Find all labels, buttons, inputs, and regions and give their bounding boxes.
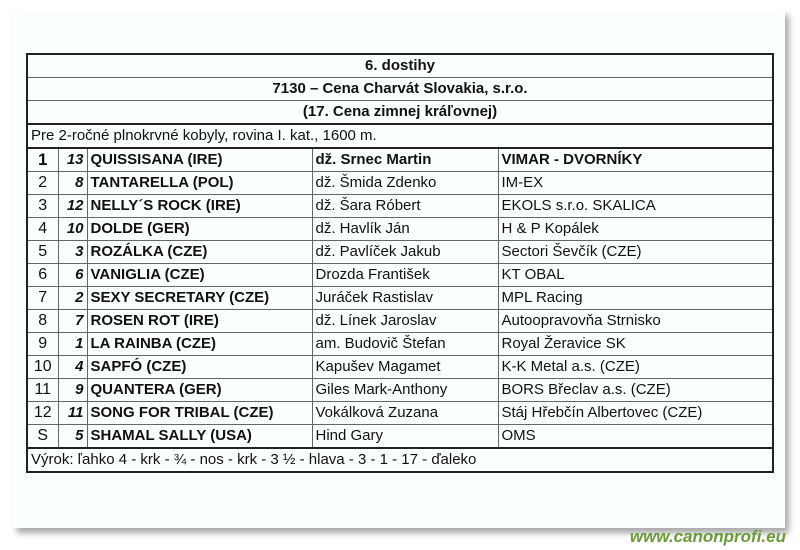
jockey-cell: am. Budovič Štefan <box>311 332 499 356</box>
horse-cell: DOLDE (GER) <box>86 217 313 241</box>
horse-cell: LA RAINBA (CZE) <box>86 332 313 356</box>
jockey-cell: dž. Srnec Martin <box>311 147 499 172</box>
jockey-cell: Juráček Rastislav <box>311 286 499 310</box>
jockey-cell: dž. Havlík Ján <box>311 217 499 241</box>
table-row: 1 13 QUISSISANA (IRE) dž. Srnec Martin VIMAR… <box>26 147 774 172</box>
race-results-table: 6. dostihy 7130 – Cena Charvát Slovakia,… <box>26 53 774 473</box>
race-subtitle: (17. Cena zimnej kráľovnej) <box>26 100 774 125</box>
owner-cell: H & P Kopálek <box>497 217 774 241</box>
jockey-cell: dž. Pavlíček Jakub <box>311 240 499 264</box>
horse-cell: NELLY´S ROCK (IRE) <box>86 194 313 218</box>
horse-cell: ROSEN ROT (IRE) <box>86 309 313 333</box>
watermark: www.canonprofi.eu <box>629 527 786 546</box>
position-cell: 9 <box>26 332 59 356</box>
jockey-cell: dž. Šara Róbert <box>311 194 499 218</box>
position-cell: S <box>26 424 59 449</box>
horse-cell: VANIGLIA (CZE) <box>86 263 313 287</box>
jockey-cell: Giles Mark-Anthony <box>311 378 499 402</box>
number-cell: 2 <box>57 286 88 310</box>
owner-cell: K-K Metal a.s. (CZE) <box>497 355 774 379</box>
position-cell: 5 <box>26 240 59 264</box>
number-cell: 12 <box>57 194 88 218</box>
jockey-cell: Hind Gary <box>311 424 499 449</box>
owner-cell: EKOLS s.r.o. SKALICA <box>497 194 774 218</box>
race-title: 7130 – Cena Charvát Slovakia, s.r.o. <box>26 77 774 101</box>
table-row: S 5 SHAMAL SALLY (USA) Hind Gary OMS <box>26 424 774 449</box>
horse-cell: TANTARELLA (POL) <box>86 171 313 195</box>
table-row: 2 8 TANTARELLA (POL) dž. Šmida Zdenko IM-EX <box>26 171 774 195</box>
number-cell: 13 <box>57 147 88 172</box>
position-cell: 6 <box>26 263 59 287</box>
race-conditions: Pre 2-ročné plnokrvné kobyly, rovina I. … <box>26 123 774 149</box>
number-cell: 3 <box>57 240 88 264</box>
horse-cell: SONG FOR TRIBAL (CZE) <box>86 401 313 425</box>
number-cell: 5 <box>57 424 88 449</box>
table-row: 10 4 SAPFÓ (CZE) Kapušev Magamet K-K Metal a… <box>26 355 774 379</box>
position-cell: 2 <box>26 171 59 195</box>
horse-cell: QUISSISANA (IRE) <box>86 147 313 172</box>
number-cell: 6 <box>57 263 88 287</box>
position-cell: 3 <box>26 194 59 218</box>
number-cell: 4 <box>57 355 88 379</box>
owner-cell: KT OBAL <box>497 263 774 287</box>
owner-cell: IM-EX <box>497 171 774 195</box>
table-row: 3 12 NELLY´S ROCK (IRE) dž. Šara Róbert EKOL… <box>26 194 774 218</box>
position-cell: 4 <box>26 217 59 241</box>
position-cell: 12 <box>26 401 59 425</box>
position-cell: 11 <box>26 378 59 402</box>
owner-cell: OMS <box>497 424 774 449</box>
table-row: 12 11 SONG FOR TRIBAL (CZE) Vokálková Zuzan… <box>26 401 774 425</box>
number-cell: 9 <box>57 378 88 402</box>
owner-cell: VIMAR - DVORNÍKY <box>497 147 774 172</box>
position-cell: 7 <box>26 286 59 310</box>
table-row: 4 10 DOLDE (GER) dž. Havlík Ján H & P Kopále… <box>26 217 774 241</box>
horse-cell: SHAMAL SALLY (USA) <box>86 424 313 449</box>
horse-cell: QUANTERA (GER) <box>86 378 313 402</box>
jockey-cell: Kapušev Magamet <box>311 355 499 379</box>
table-row: 8 7 ROSEN ROT (IRE) dž. Línek Jaroslav Autoo… <box>26 309 774 333</box>
table-row: 5 3 ROZÁLKA (CZE) dž. Pavlíček Jakub Sectori… <box>26 240 774 264</box>
table-row: 7 2 SEXY SECRETARY (CZE) Juráček Rastislav M… <box>26 286 774 310</box>
number-cell: 1 <box>57 332 88 356</box>
owner-cell: MPL Racing <box>497 286 774 310</box>
number-cell: 7 <box>57 309 88 333</box>
owner-cell: BORS Břeclav a.s. (CZE) <box>497 378 774 402</box>
horse-cell: SAPFÓ (CZE) <box>86 355 313 379</box>
race-number: 6. dostihy <box>26 53 774 78</box>
number-cell: 11 <box>57 401 88 425</box>
position-cell: 10 <box>26 355 59 379</box>
position-cell: 8 <box>26 309 59 333</box>
owner-cell: Royal Žeravice SK <box>497 332 774 356</box>
jockey-cell: Vokálková Zuzana <box>311 401 499 425</box>
number-cell: 8 <box>57 171 88 195</box>
horse-cell: SEXY SECRETARY (CZE) <box>86 286 313 310</box>
table-row: 11 9 QUANTERA (GER) Giles Mark-Anthony BORS … <box>26 378 774 402</box>
horse-cell: ROZÁLKA (CZE) <box>86 240 313 264</box>
position-cell: 1 <box>26 147 59 172</box>
number-cell: 10 <box>57 217 88 241</box>
owner-cell: Sectori Ševčík (CZE) <box>497 240 774 264</box>
table-row: 6 6 VANIGLIA (CZE) Drozda František KT OBAL <box>26 263 774 287</box>
owner-cell: Autoopravovňa Strnisko <box>497 309 774 333</box>
table-row: 9 1 LA RAINBA (CZE) am. Budovič Štefan Royal… <box>26 332 774 356</box>
jockey-cell: dž. Línek Jaroslav <box>311 309 499 333</box>
owner-cell: Stáj Hřebčín Albertovec (CZE) <box>497 401 774 425</box>
verdict: Výrok: ľahko 4 - krk - ¾ - nos - krk - 3… <box>26 447 774 473</box>
jockey-cell: dž. Šmida Zdenko <box>311 171 499 195</box>
jockey-cell: Drozda František <box>311 263 499 287</box>
